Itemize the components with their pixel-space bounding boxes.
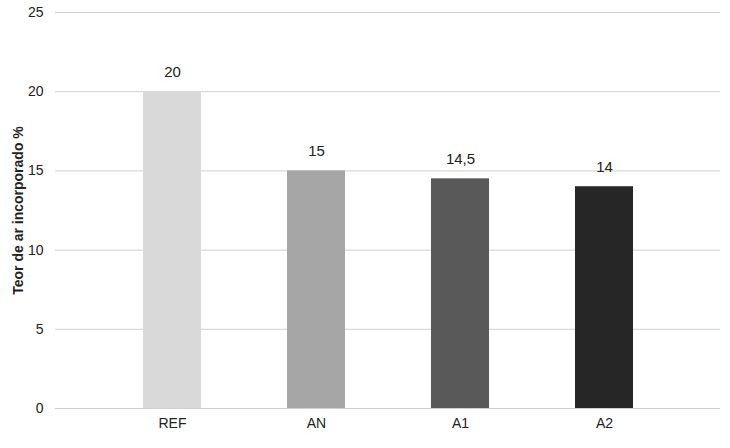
svg-text:15: 15 [28, 162, 44, 178]
svg-text:A1: A1 [452, 415, 469, 431]
svg-text:14,5: 14,5 [446, 150, 475, 167]
svg-text:20: 20 [28, 83, 44, 99]
svg-text:0: 0 [36, 400, 44, 416]
svg-text:14: 14 [596, 158, 613, 175]
svg-text:5: 5 [36, 321, 44, 337]
svg-text:10: 10 [28, 242, 44, 258]
svg-text:20: 20 [164, 63, 181, 80]
svg-text:Teor de ar incorporado %: Teor de ar incorporado % [10, 126, 26, 295]
svg-text:AN: AN [307, 415, 326, 431]
svg-text:REF: REF [159, 415, 187, 431]
svg-text:25: 25 [28, 4, 44, 20]
svg-text:15: 15 [308, 142, 325, 159]
svg-text:A2: A2 [596, 415, 613, 431]
